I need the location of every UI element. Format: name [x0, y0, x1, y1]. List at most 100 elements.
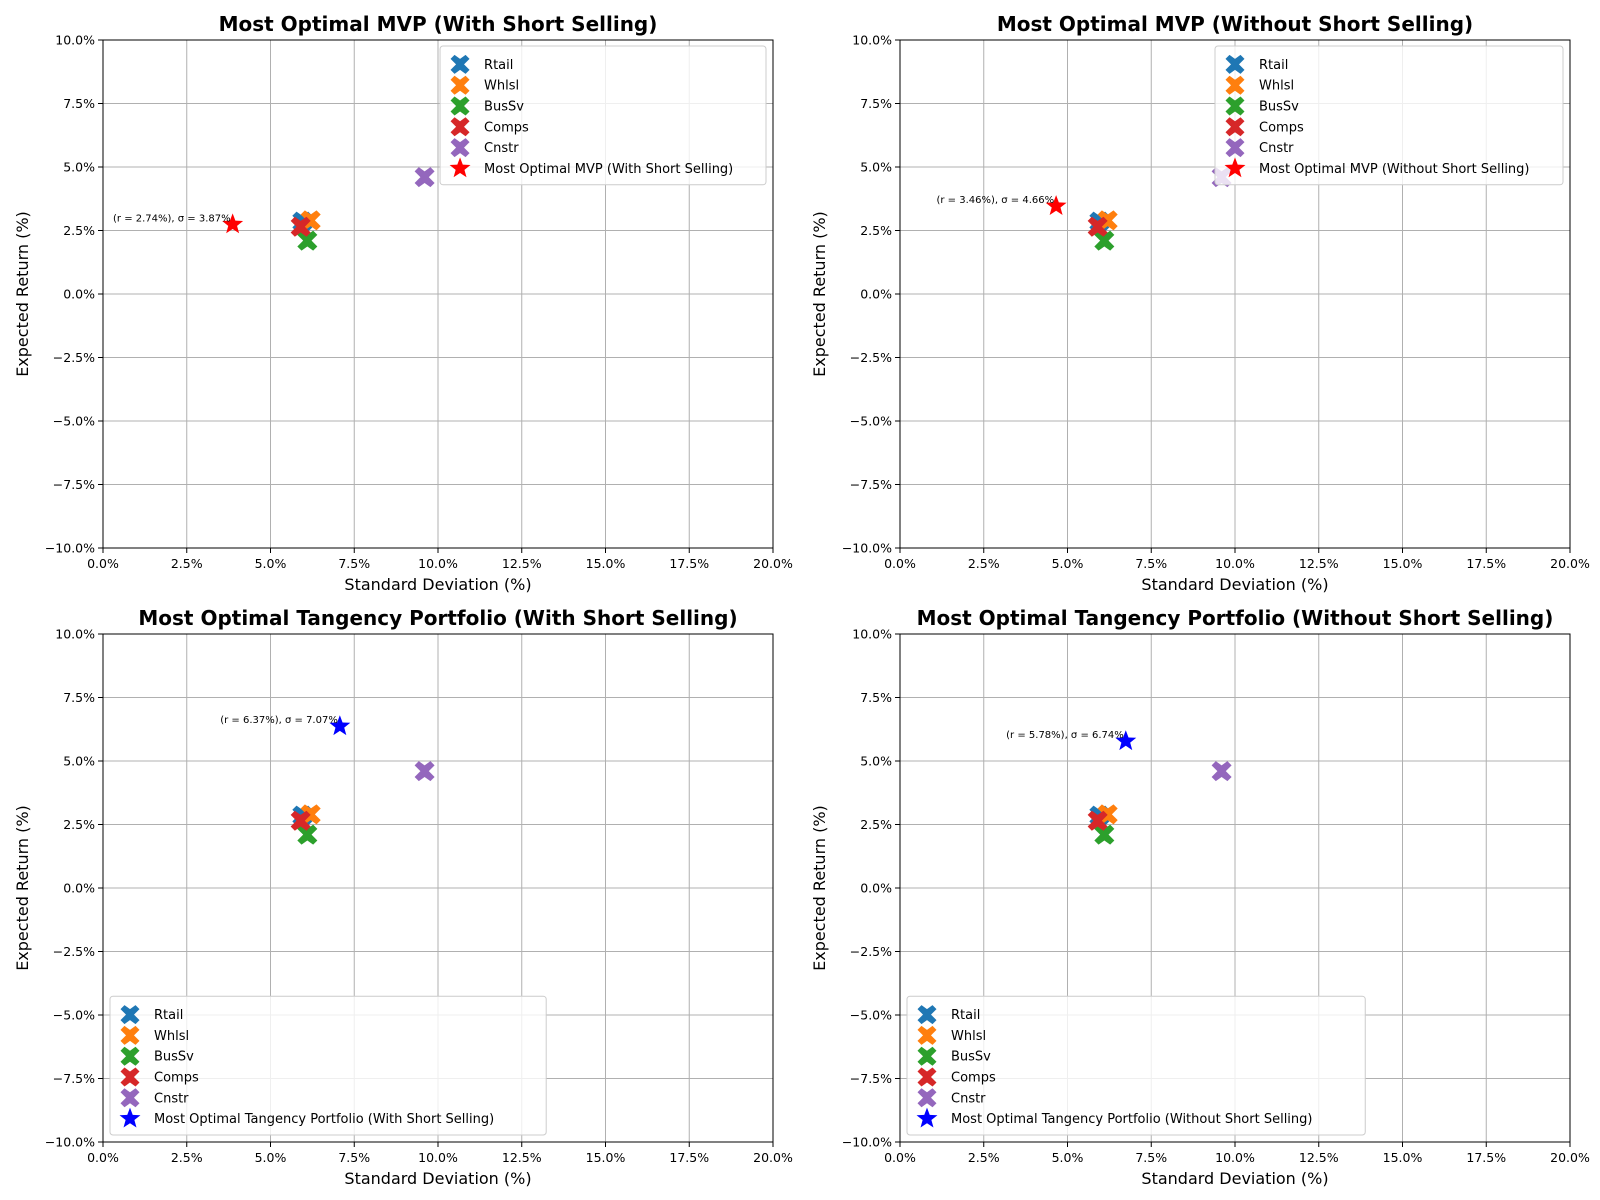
legend-entry: Most Optimal MVP (Without Short Selling): [1259, 162, 1530, 177]
x-tick-label: 17.5%: [669, 1150, 709, 1165]
y-tick-label: 2.5%: [63, 223, 95, 238]
y-tick-label: −10.0%: [45, 541, 95, 556]
axes-frame: [899, 633, 1571, 1143]
data-point-cnstr: [1211, 761, 1232, 782]
axes-frame: [899, 39, 1571, 549]
x-tick-label: 5.0%: [255, 1150, 287, 1165]
y-tick-label: 2.5%: [63, 817, 95, 832]
data-point-bussv: [297, 230, 318, 251]
x-tick-label: 10.0%: [418, 1150, 458, 1165]
x-tick-label: 5.0%: [1052, 556, 1084, 571]
y-tick-label: −10.0%: [45, 1135, 95, 1150]
y-tick-label: −2.5%: [850, 944, 892, 959]
y-tick-label: 10.0%: [852, 33, 892, 48]
y-tick-label: −5.0%: [850, 414, 892, 429]
optimal-portfolio-point: [329, 715, 351, 736]
x-tick-label: 0.0%: [87, 1150, 119, 1165]
legend-box: [109, 995, 547, 1136]
legend-entry: Cnstr: [951, 1091, 986, 1106]
x-tick-label: 5.0%: [255, 556, 287, 571]
y-tick-label: −5.0%: [53, 414, 95, 429]
legend-entry: Comps: [154, 1071, 199, 1086]
x-tick-label: 17.5%: [1466, 556, 1506, 571]
x-tick-label: 7.5%: [338, 556, 370, 571]
data-point-comps: [1087, 216, 1108, 237]
x-tick-label: 2.5%: [171, 556, 203, 571]
x-tick-label: 7.5%: [338, 1150, 370, 1165]
axes-frame: [102, 633, 774, 1143]
x-axis-label: Standard Deviation (%): [1141, 1169, 1328, 1188]
legend-entry: Cnstr: [1259, 141, 1294, 156]
data-point-bussv: [297, 824, 318, 845]
y-tick-label: −2.5%: [53, 944, 95, 959]
y-tick-label: 7.5%: [860, 690, 892, 705]
optimal-portfolio-point: [222, 213, 244, 234]
x-tick-label: 15.0%: [586, 556, 626, 571]
chart-panel-2: 0.0% 2.5% 5.0% 7.5% 10.0% 12.5% 15.0% 17.5% 20.0…: [810, 12, 1590, 594]
legend-box: [1214, 45, 1564, 186]
legend-entry: Most Optimal Tangency Portfolio (With Sh…: [154, 1112, 494, 1127]
legend-marker-rtail: [917, 1005, 937, 1025]
x-tick-label: 2.5%: [968, 1150, 1000, 1165]
y-tick-label: −2.5%: [53, 350, 95, 365]
legend-marker-rtail: [120, 1005, 140, 1025]
x-tick-label: 2.5%: [171, 1150, 203, 1165]
x-axis-label: Standard Deviation (%): [344, 1169, 531, 1188]
chart-panel-3: 0.0% 2.5% 5.0% 7.5% 10.0% 12.5% 15.0% 17.5% 20.0…: [13, 606, 793, 1188]
legend-marker-bussv: [1225, 96, 1245, 116]
y-tick-label: 7.5%: [63, 690, 95, 705]
legend-marker-star: [916, 1107, 938, 1128]
legend-marker-star: [449, 157, 471, 178]
y-tick-label: 10.0%: [55, 33, 95, 48]
y-axis-label: Expected Return (%): [810, 211, 829, 377]
data-point-bussv: [1094, 230, 1115, 251]
legend: Rtail Whlsl BusSv Comps Cnstr Most Optimal Ta…: [906, 995, 1366, 1136]
y-tick-label: −10.0%: [842, 1135, 892, 1150]
chart-title: Most Optimal Tangency Portfolio (Without…: [917, 606, 1554, 630]
x-tick-label: 20.0%: [753, 556, 793, 571]
x-tick-label: 0.0%: [884, 556, 916, 571]
x-axis-label: Standard Deviation (%): [1141, 575, 1328, 594]
y-tick-label: 0.0%: [860, 287, 892, 302]
x-tick-label: 17.5%: [1466, 1150, 1506, 1165]
chart-title: Most Optimal MVP (With Short Selling): [219, 12, 658, 36]
legend-entry: Comps: [484, 120, 529, 135]
chart-title: Most Optimal MVP (Without Short Selling): [997, 12, 1473, 36]
legend-marker-whlsl: [1225, 75, 1245, 95]
y-tick-label: 7.5%: [63, 96, 95, 111]
x-tick-label: 12.5%: [502, 556, 542, 571]
x-tick-label: 12.5%: [1299, 1150, 1339, 1165]
y-tick-label: −7.5%: [850, 1071, 892, 1086]
legend-entry: Whlsl: [951, 1029, 986, 1044]
legend-marker-comps: [917, 1067, 937, 1087]
legend-entry: Comps: [1259, 120, 1304, 135]
x-tick-label: 15.0%: [1383, 556, 1423, 571]
data-point-comps: [290, 216, 311, 237]
legend-entry: BusSv: [1259, 100, 1299, 115]
point-annotation: (r = 3.46%), σ = 4.66%: [936, 195, 1054, 206]
legend-marker-cnstr: [917, 1088, 937, 1108]
chart-title: Most Optimal Tangency Portfolio (With Sh…: [138, 606, 737, 630]
legend-marker-cnstr: [120, 1088, 140, 1108]
y-tick-label: −7.5%: [53, 477, 95, 492]
legend-entry: Rtail: [154, 1008, 183, 1023]
data-point-cnstr: [414, 167, 435, 188]
y-tick-label: −5.0%: [53, 1008, 95, 1023]
y-tick-label: 10.0%: [852, 627, 892, 642]
legend-entry: BusSv: [154, 1050, 194, 1065]
x-tick-label: 10.0%: [418, 556, 458, 571]
legend: Rtail Whlsl BusSv Comps Cnstr Most Optimal MV…: [439, 45, 767, 186]
legend-marker-whlsl: [450, 75, 470, 95]
legend-marker-star: [1224, 157, 1246, 178]
y-tick-label: −7.5%: [850, 477, 892, 492]
x-tick-label: 5.0%: [1052, 1150, 1084, 1165]
x-tick-label: 20.0%: [1550, 1150, 1590, 1165]
y-tick-label: −2.5%: [850, 350, 892, 365]
legend-entry: Whlsl: [154, 1029, 189, 1044]
x-tick-label: 15.0%: [586, 1150, 626, 1165]
legend-entry: Whlsl: [1259, 79, 1294, 94]
point-annotation: (r = 6.37%), σ = 7.07%: [220, 715, 338, 726]
x-tick-label: 20.0%: [1550, 556, 1590, 571]
chart-panel-1: 0.0% 2.5% 5.0% 7.5% 10.0% 12.5% 15.0% 17.5% 20.0…: [13, 12, 793, 594]
